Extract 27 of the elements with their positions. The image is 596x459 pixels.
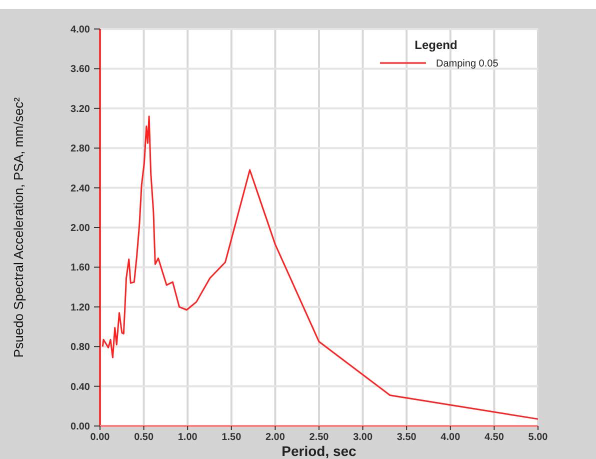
x-tick-label: 3.50 — [396, 432, 417, 443]
line-series — [102, 116, 539, 420]
x-tick-label: 2.00 — [265, 432, 286, 443]
y-tick-label: 0.40 — [70, 382, 90, 393]
legend-title: Legend — [414, 38, 458, 52]
y-tick-label: 1.60 — [70, 262, 90, 274]
y-tick-label: 3.60 — [70, 64, 90, 76]
x-tick-label: 1.00 — [178, 432, 198, 443]
x-tick-label: 0.00 — [90, 432, 110, 443]
x-tick-label: 0.50 — [134, 432, 154, 443]
y-tick-label: 2.80 — [70, 144, 90, 155]
x-axis-title: Period, sec — [282, 443, 357, 459]
y-tick-label: 0.80 — [70, 342, 90, 354]
y-tick-label: 4.00 — [70, 24, 90, 36]
y-tick-label: 2.00 — [70, 223, 90, 234]
y-tick-label: 1.20 — [70, 302, 90, 314]
x-tick-label: 4.50 — [484, 432, 504, 443]
y-tick-label: 3.20 — [70, 104, 90, 115]
x-tick-label: 1.50 — [222, 432, 242, 443]
y-tick-label: 2.40 — [70, 183, 90, 194]
x-tick-label: 4.00 — [440, 432, 461, 443]
y-axis-title: Psuedo Spectral Acceleration, PSA, mm/sec² — [11, 96, 26, 358]
y-tick-label: 0.00 — [70, 422, 90, 432]
legend-label: Damping 0.05 — [436, 58, 499, 70]
x-tick-label: 3.00 — [353, 432, 373, 443]
x-tick-label: 2.50 — [309, 432, 330, 443]
x-tick-label: 5.00 — [528, 432, 548, 443]
